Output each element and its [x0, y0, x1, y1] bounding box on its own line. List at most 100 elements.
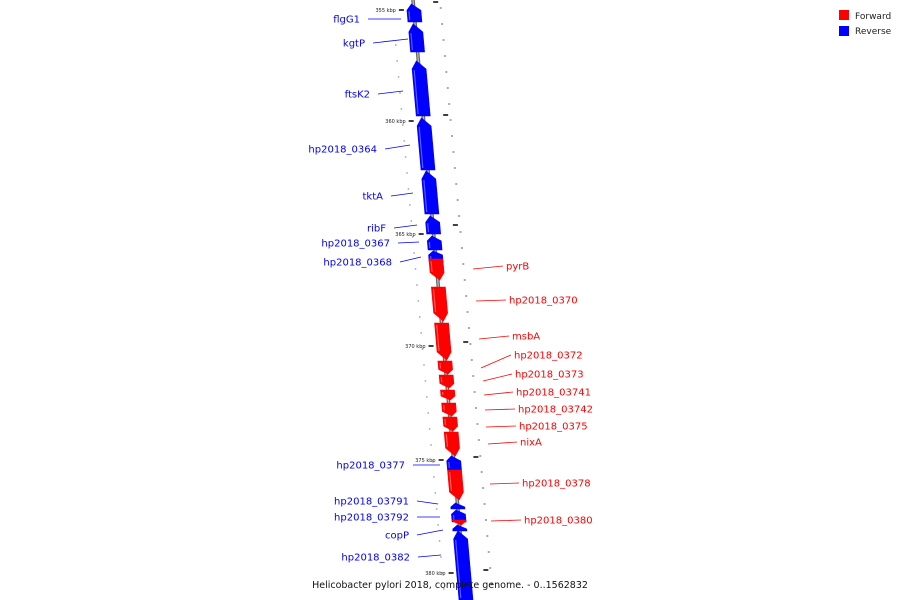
gene-arrow[interactable]	[428, 258, 445, 281]
gene-label[interactable]: ribF	[367, 224, 386, 235]
gene-label[interactable]: hp2018_0367	[321, 239, 390, 250]
legend-swatch-forward	[839, 10, 849, 20]
gene-label[interactable]: ftsK2	[345, 90, 370, 101]
legend-swatch-reverse	[839, 26, 849, 36]
gene-hp2018_0364[interactable]: hp2018_0364	[308, 117, 436, 171]
gene-hp2018_0378[interactable]: hp2018_0378	[447, 469, 591, 501]
gene-label[interactable]: hp2018_0368	[323, 258, 392, 269]
gene-arrow[interactable]	[451, 519, 467, 526]
gene-hp2018_0373[interactable]: hp2018_0373	[438, 370, 584, 389]
gene-shading	[455, 539, 462, 599]
gene-hp2018_0372[interactable]: hp2018_0372	[437, 351, 583, 375]
gene-label[interactable]: tktA	[363, 192, 384, 203]
gene-shading	[410, 32, 414, 51]
gene-arrow[interactable]	[431, 286, 448, 322]
major-ticks: 355 kbp 360 kbp 365 kbp 370 kbp 375 kbp 380 k…	[375, 1, 489, 577]
gene-arrow[interactable]	[425, 215, 441, 235]
gene-leader-line	[472, 265, 504, 270]
gene-label[interactable]: hp2018_0378	[522, 479, 591, 490]
gene-arrow[interactable]	[443, 431, 460, 457]
gene-leader-line	[478, 335, 510, 340]
gene-label[interactable]: pyrB	[506, 262, 529, 273]
gene-ribF[interactable]: ribF	[367, 215, 441, 235]
gene-hp2018_03741[interactable]: hp2018_03741	[440, 388, 591, 401]
gene-hp2018_0368[interactable]: hp2018_0368	[323, 250, 444, 269]
kbp-tick-label: 360 kbp	[385, 119, 405, 125]
kbp-tick-label: 370 kbp	[405, 344, 425, 350]
legend: Forward Reverse	[839, 10, 892, 37]
gene-arrow[interactable]	[442, 416, 458, 432]
gene-leader-line	[480, 354, 512, 369]
gene-shading	[423, 179, 428, 213]
gene-arrow[interactable]	[426, 235, 443, 251]
gene-arrow[interactable]	[438, 374, 455, 389]
gene-hp2018_03791[interactable]: hp2018_03791	[334, 497, 466, 510]
gene-label[interactable]: hp2018_0372	[514, 351, 583, 362]
gene-label[interactable]: hp2018_0373	[515, 370, 584, 381]
kbp-tick-label: 380 kbp	[425, 571, 445, 577]
gene-leader-line	[377, 90, 404, 95]
gene-label[interactable]: copP	[385, 531, 409, 542]
gene-hp2018_0375[interactable]: hp2018_0375	[442, 416, 588, 433]
gene-leader-line	[483, 391, 514, 396]
kbp-tick-label: 365 kbp	[395, 232, 415, 238]
gene-shading	[445, 433, 449, 448]
gene-tktA[interactable]: tktA	[363, 170, 440, 215]
gene-arrow[interactable]	[453, 530, 474, 600]
gene-label[interactable]: hp2018_03742	[518, 405, 593, 416]
gene-label[interactable]: msbA	[512, 332, 540, 343]
gene-arrow[interactable]	[416, 117, 436, 171]
gene-arrow[interactable]	[447, 469, 464, 501]
gene-shading	[427, 223, 430, 233]
gene-leader-line	[390, 192, 414, 197]
gene-hp2018_03792[interactable]: hp2018_03792	[334, 509, 467, 524]
gene-ftsK2[interactable]: ftsK2	[345, 60, 431, 117]
gene-hp2018_0367[interactable]: hp2018_0367	[321, 235, 443, 251]
gene-label[interactable]: hp2018_0375	[519, 422, 588, 433]
gene-arrow[interactable]	[434, 322, 452, 361]
gene-label[interactable]: hp2018_03791	[334, 497, 409, 508]
gene-arrow[interactable]	[450, 502, 466, 510]
gene-leader-line	[485, 425, 517, 428]
gene-leader-line	[489, 482, 520, 485]
legend-label-forward: Forward	[855, 12, 891, 22]
gene-label[interactable]: hp2018_0364	[308, 145, 377, 156]
gene-label[interactable]: flgG1	[333, 15, 360, 26]
gene-copP[interactable]: copP	[385, 524, 468, 542]
gene-leader-line	[487, 441, 518, 445]
gene-leader-line	[490, 519, 522, 522]
gene-hp2018_0380[interactable]: hp2018_0380	[451, 516, 593, 527]
gene-label[interactable]: hp2018_03741	[516, 388, 591, 399]
gene-label[interactable]: hp2018_0382	[341, 553, 410, 564]
gene-nixA[interactable]: nixA	[443, 431, 542, 457]
gene-arrow[interactable]	[452, 524, 468, 532]
gene-arrow[interactable]	[437, 360, 453, 375]
gene-arrow[interactable]	[411, 60, 431, 117]
gene-shading	[449, 471, 452, 492]
gene-label[interactable]: hp2018_03792	[334, 513, 409, 524]
gene-hp2018_0382[interactable]: hp2018_0382	[341, 530, 474, 600]
gene-hp2018_0370[interactable]: hp2018_0370	[431, 286, 578, 322]
gene-leader-line	[484, 408, 516, 411]
gene-label[interactable]: hp2018_0370	[509, 296, 578, 307]
gene-label[interactable]: hp2018_0380	[524, 516, 593, 527]
gene-label[interactable]: kgtP	[343, 39, 365, 50]
gene-kgtP[interactable]: kgtP	[343, 23, 425, 53]
gene-label[interactable]: hp2018_0377	[336, 461, 405, 472]
gene-msbA[interactable]: msbA	[434, 322, 541, 361]
gene-arrow[interactable]	[406, 3, 423, 23]
gene-arrow[interactable]	[441, 402, 457, 417]
gene-pyrB[interactable]: pyrB	[428, 258, 529, 281]
gene-shading	[444, 418, 447, 426]
gene-leader-line	[482, 373, 513, 382]
gene-flgG1[interactable]: flgG1	[333, 3, 423, 26]
gene-label[interactable]: nixA	[520, 438, 542, 449]
gene-arrow[interactable]	[421, 170, 440, 215]
gene-hp2018_03742[interactable]: hp2018_03742	[441, 402, 593, 417]
gene-hp2018_0377[interactable]: hp2018_0377	[336, 455, 462, 472]
gene-leader-line	[393, 224, 418, 229]
gene-leader-line	[475, 299, 507, 302]
gene-arrow[interactable]	[440, 389, 456, 401]
gene-arrow[interactable]	[408, 23, 425, 53]
